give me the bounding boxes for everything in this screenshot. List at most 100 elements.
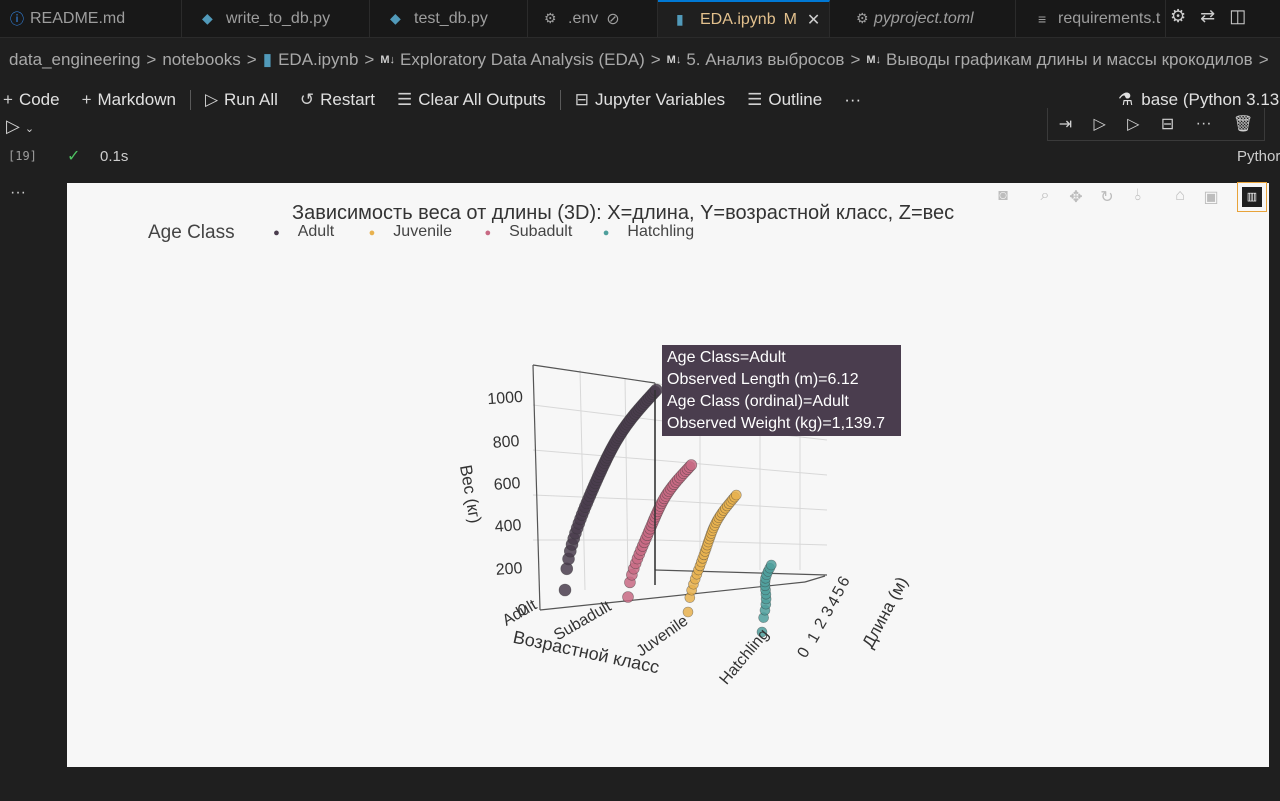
delete-icon[interactable]: 🗑 (1232, 116, 1254, 133)
hover-tooltip: Age Class=Adult Observed Length (m)=6.12 A… (654, 345, 901, 585)
scatter-3d-scene[interactable]: 0 200 400 600 800 1000 Вес (кг) Adult Subadult Ju… (67, 183, 1269, 767)
tooltip-line: Observed Weight (kg)=1,139.7 (667, 415, 885, 432)
variables-icon: ⊟ (574, 90, 589, 109)
add-code-cell-button[interactable]: + Code (3, 90, 60, 110)
notebook-icon: ▮ (262, 50, 273, 69)
tab-status: ⊘ (606, 10, 620, 28)
legend-label: Juvenile (393, 223, 452, 240)
legend-marker: ● (484, 227, 492, 239)
jupyter-variables-button[interactable]: ⊟ Jupyter Variables (575, 90, 725, 110)
breadcrumb-item[interactable]: Exploratory Data Analysis (EDA) (400, 50, 645, 69)
tooltip-line: Observed Length (m)=6.12 (667, 371, 859, 388)
grid-line (654, 499, 828, 511)
home-icon[interactable]: ⌂ (1175, 187, 1185, 204)
legend-marker: ● (273, 227, 280, 239)
legend-item-hatchling[interactable]: ● Hatchling (603, 223, 694, 240)
tooltip-line: Age Class (ordinal)=Adult (667, 393, 849, 410)
button-label: Jupyter Variables (595, 90, 726, 109)
cell-language[interactable]: Pythor (1237, 148, 1280, 165)
tab-write-to-db[interactable]: ◆ write_to_db.py (182, 0, 370, 37)
tab-label: requirements.t (1058, 9, 1161, 27)
breadcrumb-item[interactable]: data_engineering (9, 50, 141, 69)
pan-icon[interactable]: ✥ (1069, 189, 1083, 206)
more-icon[interactable]: ··· (1195, 115, 1212, 132)
editor-actions: ⚙ ⇄ ◫ (1170, 6, 1246, 27)
settings-icon[interactable]: ⚙ (1170, 6, 1187, 26)
camera-view-icon[interactable]: ▣ (1203, 189, 1219, 206)
chevron-down-icon[interactable]: ⌄ (24, 123, 35, 135)
tab-env[interactable]: ⚙ .env ⊘ (528, 0, 658, 37)
run-next-icon[interactable]: ▷ (1093, 116, 1106, 133)
adult-point (558, 583, 572, 597)
zoom-icon[interactable]: ⌕ (1040, 187, 1050, 204)
editor-tab-bar: ⓘ README.md ◆ write_to_db.py ◆ test_db.p… (0, 0, 1280, 38)
split-cell-icon[interactable]: ⊟ (1160, 116, 1175, 133)
orbit-icon[interactable]: ↻ (1100, 189, 1114, 206)
gear-icon: ⚙ (856, 10, 869, 26)
tab-pyproject[interactable]: ⚙ pyproject.toml (830, 0, 1016, 37)
plus-icon: + (81, 90, 92, 109)
grid-line (532, 364, 656, 384)
x-tick-label: 1 (805, 630, 824, 646)
breadcrumb-separator: > (650, 50, 661, 69)
run-all-button[interactable]: ▷ Run All (205, 90, 278, 110)
legend-label: Subadult (509, 223, 573, 240)
legend-marker: ● (368, 227, 376, 239)
plot-output[interactable] (67, 183, 1269, 767)
split-editor-icon[interactable]: ◫ (1229, 6, 1247, 26)
markdown-icon: M↓ (380, 54, 396, 66)
x-tick-label: 0 (795, 645, 814, 661)
tab-requirements[interactable]: ≡ requirements.t (1016, 0, 1166, 37)
output-more-icon[interactable]: ··· (10, 184, 26, 201)
kernel-picker[interactable]: ⚗ base (Python 3.13 (1118, 86, 1280, 114)
turntable-icon[interactable]: ⫰ (1134, 187, 1142, 204)
button-label: Run All (224, 90, 278, 109)
breadcrumb-item[interactable]: EDA.ipynb (278, 50, 359, 69)
execution-time: 0.1s (100, 148, 129, 165)
run-below-icon[interactable]: ▷ (1127, 116, 1140, 133)
legend-item-juvenile[interactable]: ● Juvenile (369, 223, 452, 240)
tab-label: .env (568, 9, 599, 27)
grid-line (654, 459, 828, 476)
lines-icon: ≡ (1038, 10, 1047, 27)
breadcrumb-item[interactable]: 5. Анализ выбросов (686, 50, 845, 69)
legend: Age Class ● Adult ● Juvenile ● Subadult ● Ha… (148, 220, 694, 244)
toolbar-divider (559, 90, 561, 110)
clear-all-icon: ☰ (396, 90, 413, 109)
plotly-logo-icon[interactable]: ▥ (1237, 182, 1267, 212)
add-markdown-cell-button[interactable]: + Markdown (82, 90, 176, 110)
legend-item-subadult[interactable]: ● Subadult (484, 223, 572, 240)
clear-outputs-button[interactable]: ☰ Clear All Outputs (397, 90, 546, 110)
close-icon[interactable]: ✕ (806, 11, 821, 29)
toolbar-divider (189, 90, 191, 110)
plus-icon: + (3, 90, 13, 109)
tab-test-db[interactable]: ◆ test_db.py (370, 0, 528, 37)
compare-icon[interactable]: ⇄ (1200, 6, 1216, 26)
run-above-icon[interactable]: ⇥ (1058, 116, 1073, 133)
z-tick-label: 1000 (487, 389, 524, 408)
grid-line (532, 364, 541, 611)
button-label: Code (18, 90, 60, 109)
z-tick-label: 200 (495, 560, 523, 579)
breadcrumb-item[interactable]: Выводы графикам длины и массы крокодилов (886, 50, 1253, 69)
tooltip-box (662, 345, 901, 436)
tab-eda-ipynb[interactable]: ▮ EDA.ipynb M ✕ (658, 0, 830, 37)
breadcrumb-separator: > (1258, 50, 1269, 69)
grid-line (624, 377, 629, 581)
outline-button[interactable]: ☰ Outline (747, 90, 822, 110)
restart-button[interactable]: ↺ Restart (300, 90, 375, 110)
breadcrumb-item[interactable]: notebooks (162, 50, 241, 69)
kernel-label: base (Python 3.13 (1141, 90, 1280, 109)
breadcrumb-separator: > (850, 50, 861, 69)
legend-item-adult[interactable]: ● Adult (273, 223, 334, 240)
x-tick-label: 2 (812, 616, 831, 632)
more-actions-button[interactable]: ··· (844, 90, 861, 110)
grid-line (654, 569, 828, 576)
run-cell-button[interactable]: ▷ ⌄ (6, 116, 35, 136)
cell-toolbar: ⇥ ▷ ▷ ⊟ ··· 🗑 (1047, 108, 1265, 141)
restart-icon: ↺ (299, 90, 315, 109)
breadcrumb-separator: > (146, 50, 157, 69)
camera-icon[interactable]: ◙ (998, 187, 1008, 204)
grid-line (579, 369, 586, 591)
tab-readme[interactable]: ⓘ README.md (0, 0, 182, 37)
